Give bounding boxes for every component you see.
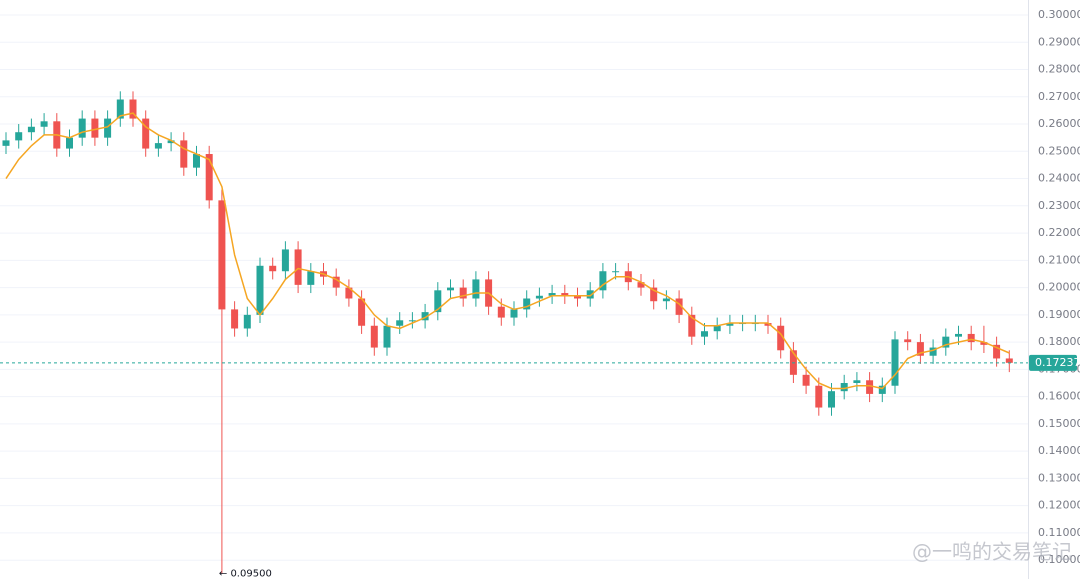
candle-body xyxy=(167,140,175,144)
candle-body xyxy=(650,287,658,302)
candle-body xyxy=(993,344,1001,359)
y-tick-label: 0.16000 xyxy=(1038,390,1080,403)
candle-body xyxy=(104,118,112,138)
y-tick-label: 0.10000 xyxy=(1038,553,1080,566)
y-tick-label: 0.13000 xyxy=(1038,471,1080,484)
candle-body xyxy=(269,265,277,272)
candle-body xyxy=(523,298,531,310)
y-tick-label: 0.29000 xyxy=(1038,35,1080,48)
candle-body xyxy=(218,200,226,310)
candle-body xyxy=(472,279,480,299)
candle-body xyxy=(878,385,886,394)
candle-body xyxy=(599,271,607,291)
candle-body xyxy=(561,293,569,296)
candle-body xyxy=(701,331,708,337)
candle-body xyxy=(764,323,772,326)
candle-body xyxy=(929,347,937,356)
candle-body xyxy=(281,249,289,272)
candle-body xyxy=(2,140,10,146)
last-price-tag xyxy=(1029,354,1077,371)
candle-body xyxy=(408,320,416,322)
candle-body xyxy=(358,298,366,326)
candle-body xyxy=(91,118,99,138)
candle-body xyxy=(828,391,835,408)
y-tick-label: 0.30000 xyxy=(1038,8,1080,21)
candle-body xyxy=(142,118,150,149)
candle-body xyxy=(853,380,861,384)
candle-body xyxy=(726,323,734,326)
candle-body xyxy=(675,298,683,315)
watermark: @一鸣的交易笔记 xyxy=(912,540,1072,564)
y-tick-label: 0.27000 xyxy=(1038,90,1080,103)
candle-body xyxy=(434,290,442,313)
candle-body xyxy=(27,126,35,133)
y-tick-label: 0.11000 xyxy=(1038,526,1080,539)
candle-body xyxy=(916,342,924,356)
candle-body xyxy=(840,383,848,392)
candle-body xyxy=(574,295,581,299)
candle-body xyxy=(980,342,988,345)
candle-body xyxy=(955,333,962,337)
y-tick-label: 0.23000 xyxy=(1038,199,1080,212)
candle-body xyxy=(307,271,315,285)
candle-body xyxy=(345,287,353,299)
candle-body xyxy=(383,325,391,348)
candle-body xyxy=(662,298,670,302)
candle-body xyxy=(396,320,404,326)
candle-body xyxy=(688,314,696,337)
moving-average xyxy=(5,112,1010,390)
candle-body xyxy=(205,154,213,201)
candle-body xyxy=(1005,358,1013,363)
candle-body xyxy=(942,336,950,348)
candle-body xyxy=(154,143,162,149)
candle-body xyxy=(370,325,378,348)
candle-body xyxy=(180,140,188,168)
candle-body xyxy=(78,118,86,138)
candle-body xyxy=(40,121,48,127)
candle-body xyxy=(193,154,200,168)
low-marker-label: ← 0.09500 xyxy=(219,568,272,579)
candle-body xyxy=(421,312,429,321)
candle-body xyxy=(15,132,23,141)
y-tick-label: 0.21000 xyxy=(1038,253,1080,266)
candle-body xyxy=(866,380,874,394)
candle-body xyxy=(637,282,645,288)
y-tick-label: 0.22000 xyxy=(1038,226,1080,239)
candle-body xyxy=(66,137,73,149)
candle-body xyxy=(777,325,785,351)
candle-body xyxy=(256,265,264,315)
y-tick-label: 0.12000 xyxy=(1038,499,1080,512)
candle-body xyxy=(294,249,302,285)
y-tick-label: 0.20000 xyxy=(1038,281,1080,294)
y-tick-label: 0.19000 xyxy=(1038,308,1080,321)
y-tick-label: 0.26000 xyxy=(1038,117,1080,130)
y-tick-label: 0.14000 xyxy=(1038,444,1080,457)
candle-body xyxy=(116,99,124,119)
candle-body xyxy=(815,385,823,408)
candle-body xyxy=(586,290,594,299)
candle-body xyxy=(967,333,975,343)
candle-body xyxy=(510,309,518,318)
candle-body xyxy=(243,314,251,329)
last-price-label: 0.17237 xyxy=(1035,356,1080,369)
y-tick-label: 0.18000 xyxy=(1038,335,1080,348)
candle-body xyxy=(332,276,340,288)
candle-body xyxy=(612,271,620,273)
candle-body xyxy=(129,99,137,119)
candle-body xyxy=(497,306,505,318)
y-tick-label: 0.28000 xyxy=(1038,63,1080,76)
y-tick-label: 0.24000 xyxy=(1038,172,1080,185)
candle-body xyxy=(535,295,543,299)
candle-body xyxy=(447,287,454,291)
y-tick-label: 0.25000 xyxy=(1038,144,1080,157)
candle-body xyxy=(459,287,467,299)
candle-body xyxy=(548,293,556,296)
candle-body xyxy=(904,339,912,343)
candle-body xyxy=(713,325,721,332)
candle-body xyxy=(802,374,810,386)
y-tick-label: 0.15000 xyxy=(1038,417,1080,430)
candle-body xyxy=(231,309,239,329)
